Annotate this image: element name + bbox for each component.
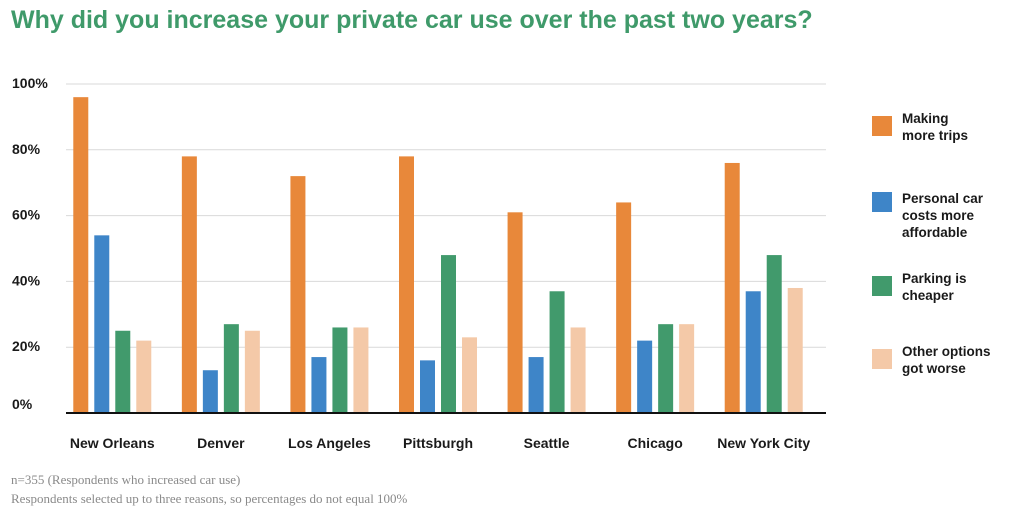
- bar-3: [223, 324, 239, 413]
- y-tick-label: 20%: [12, 338, 41, 354]
- bar-4: [462, 337, 477, 413]
- bar-1: [73, 97, 89, 413]
- footnote-selection-note: Respondents selected up to three reasons…: [11, 491, 408, 506]
- bar-4: [353, 327, 369, 413]
- bar-3: [766, 255, 782, 413]
- y-tick-label: 80%: [12, 141, 41, 157]
- y-axis-ticks: 0% 20% 40% 60% 80% 100%: [12, 75, 48, 412]
- bar-1: [399, 156, 414, 413]
- bar-4: [570, 327, 586, 413]
- bar-1: [181, 156, 197, 413]
- bar-2: [420, 360, 435, 413]
- bar-1: [507, 212, 523, 413]
- chart-title: Why did you increase your private car us…: [11, 6, 813, 34]
- x-category-label: Los Angeles: [288, 435, 371, 451]
- bar-2: [311, 357, 327, 413]
- bars: [73, 97, 803, 413]
- bar-3: [441, 255, 456, 413]
- bar-1: [290, 176, 306, 413]
- x-category-label: Pittsburgh: [403, 435, 473, 451]
- x-category-label: New York City: [717, 435, 810, 451]
- bar-1: [616, 202, 632, 413]
- legend-swatch: [872, 192, 892, 212]
- y-tick-label: 60%: [12, 207, 41, 223]
- legend-label: Parking is cheaper: [902, 271, 967, 303]
- bar-4: [787, 287, 803, 413]
- x-category-label: Seattle: [524, 435, 570, 451]
- x-axis-categories: New Orleans Denver Los Angeles Pittsburgh Se…: [70, 435, 810, 451]
- y-tick-label: 100%: [12, 75, 48, 91]
- bar-2: [528, 357, 544, 413]
- bar-4: [244, 330, 260, 413]
- bar-1: [724, 162, 740, 413]
- footnote-sample-size: n=355 (Respondents who increased car use…: [11, 472, 241, 487]
- y-tick-label: 40%: [12, 272, 41, 288]
- bar-3: [332, 327, 348, 413]
- legend-swatch: [872, 276, 892, 296]
- bar-2: [94, 235, 110, 413]
- y-tick-label: 0%: [12, 396, 33, 412]
- legend-swatch: [872, 116, 892, 136]
- bar-2: [745, 291, 761, 413]
- bar-2: [637, 340, 653, 413]
- legend-label: Other options got worse: [902, 344, 991, 376]
- bar-3: [115, 330, 131, 413]
- bar-4: [679, 324, 695, 413]
- x-category-label: Chicago: [628, 435, 683, 451]
- x-category-label: New Orleans: [70, 435, 155, 451]
- bar-4: [136, 340, 152, 413]
- legend-label: Making more trips: [902, 111, 969, 143]
- footnotes: n=355 (Respondents who increased car use…: [11, 470, 407, 508]
- bar-3: [549, 291, 565, 413]
- bar-3: [658, 324, 674, 413]
- legend-label: Personal car costs more affordable: [902, 191, 984, 240]
- bar-2: [202, 370, 218, 413]
- legend-swatch: [872, 349, 892, 369]
- x-category-label: Denver: [197, 435, 245, 451]
